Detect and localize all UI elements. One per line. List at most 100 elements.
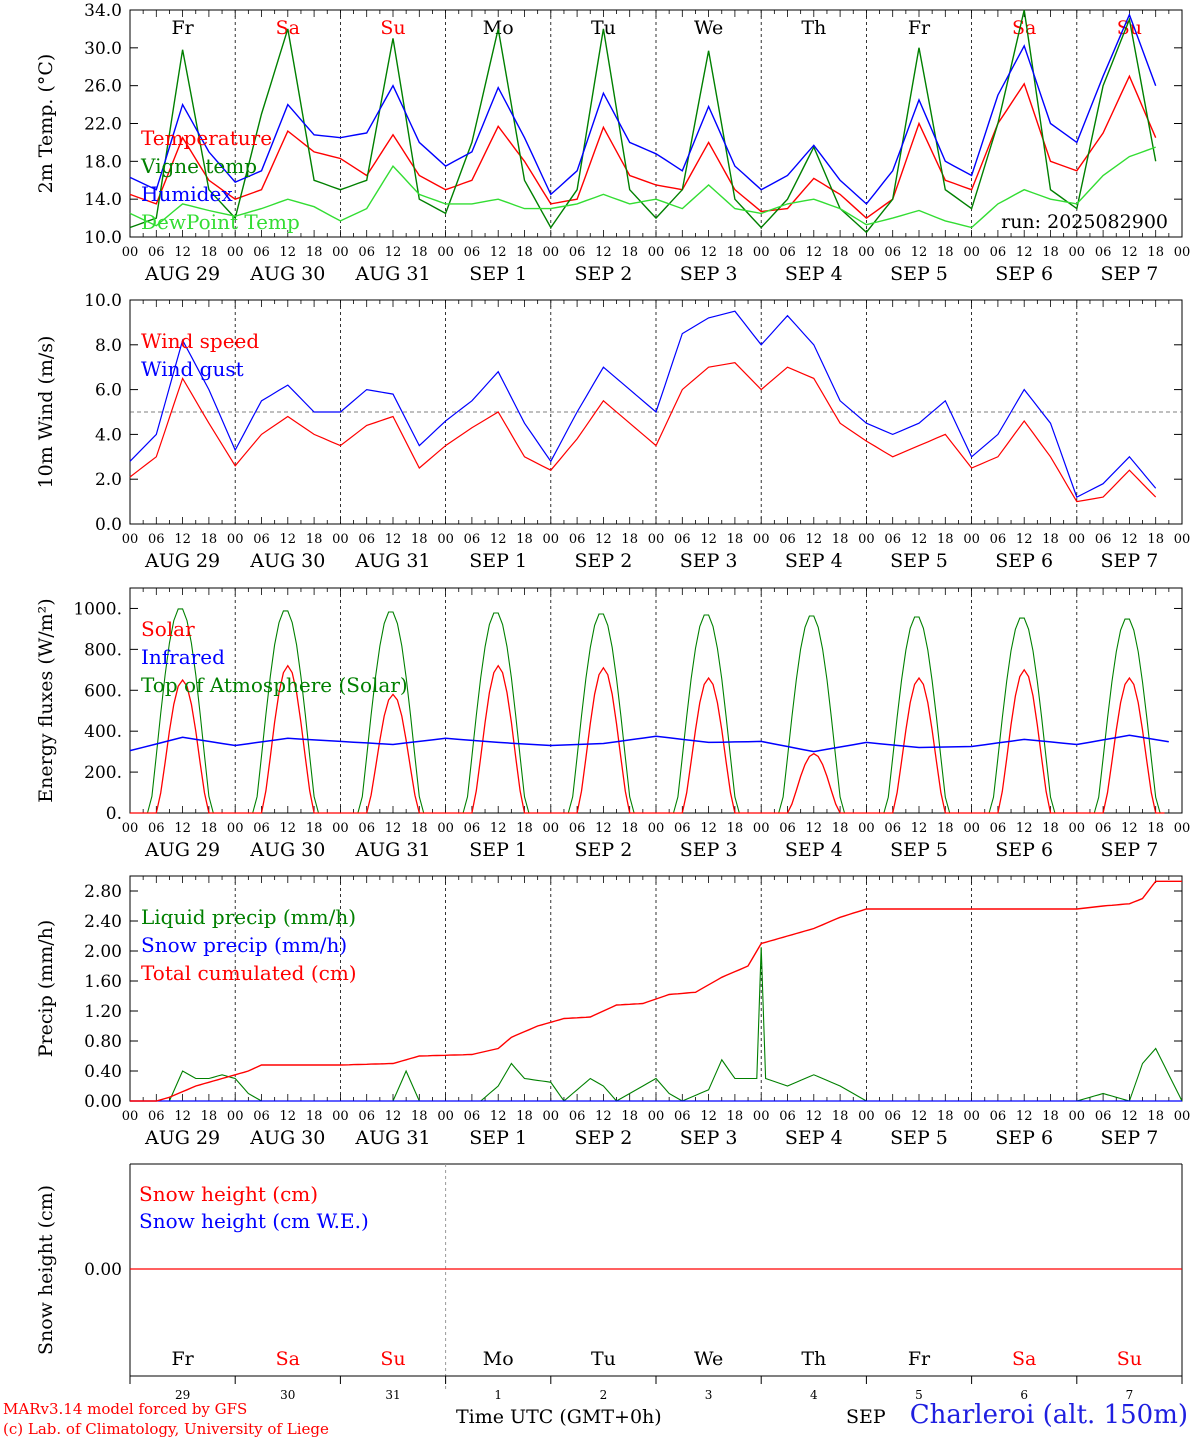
hour-tick-label: 18 <box>201 1109 218 1124</box>
day-number-label: 30 <box>280 1388 295 1402</box>
hour-tick-label: 12 <box>911 1109 928 1124</box>
y-tick-label: 2.0 <box>95 470 122 490</box>
hour-tick-label: 12 <box>1121 245 1138 260</box>
hour-tick-label: 06 <box>674 245 691 260</box>
y-tick-label: 600. <box>84 681 122 701</box>
day-number-label: 1 <box>494 1388 502 1402</box>
hour-tick-label: 18 <box>727 1109 744 1124</box>
hour-tick-label: 18 <box>306 821 323 836</box>
wind-axis-label: 10m Wind (m/s) <box>35 336 57 489</box>
day-label: AUG 29 <box>144 1127 220 1149</box>
legend-entry: Liquid precip (mm/h) <box>141 905 356 929</box>
weekday-label: Mo <box>483 1348 514 1370</box>
legend-entry: Top of Atmosphere (Solar) <box>141 673 408 697</box>
hour-tick-label: 06 <box>674 1109 691 1124</box>
series-toa-solar <box>130 608 1165 814</box>
y-tick-label: 30.0 <box>84 39 122 59</box>
hour-tick-label: 18 <box>621 245 638 260</box>
hour-tick-label: 00 <box>648 1109 665 1124</box>
hour-tick-label: 18 <box>727 245 744 260</box>
day-label: AUG 30 <box>249 1127 325 1149</box>
y-tick-label: 14.0 <box>84 190 122 210</box>
day-label: AUG 30 <box>249 550 325 572</box>
temp-axis-label: 2m Temp. (°C) <box>35 54 57 194</box>
day-number-label: 29 <box>175 1388 190 1402</box>
hour-tick-label: 00 <box>543 532 560 547</box>
hour-tick-label: 12 <box>385 532 402 547</box>
series-dewpoint-temp <box>129 146 1156 229</box>
hour-tick-label: 06 <box>253 821 270 836</box>
hour-tick-label: 00 <box>332 532 349 547</box>
day-label: SEP 1 <box>469 839 527 861</box>
day-label: SEP 1 <box>469 263 527 285</box>
day-label: AUG 31 <box>354 1127 430 1149</box>
day-label: SEP 6 <box>995 550 1053 572</box>
hour-tick-label: 00 <box>1174 532 1191 547</box>
series-infrared <box>129 734 1169 753</box>
hour-tick-label: 12 <box>1016 1109 1033 1124</box>
day-number-label: 6 <box>1020 1388 1028 1402</box>
hour-tick-label: 00 <box>1069 1109 1086 1124</box>
energy-axis-label: Energy fluxes (W/m²) <box>35 598 57 802</box>
day-label: AUG 31 <box>354 263 430 285</box>
hour-tick-label: 18 <box>516 532 533 547</box>
hour-tick-label: 06 <box>990 1109 1007 1124</box>
hour-tick-label: 06 <box>674 821 691 836</box>
hour-tick-label: 18 <box>621 1109 638 1124</box>
hour-tick-label: 06 <box>148 532 165 547</box>
hour-tick-label: 12 <box>700 821 717 836</box>
hour-tick-label: 12 <box>1016 245 1033 260</box>
hour-tick-label: 06 <box>1095 1109 1112 1124</box>
hour-tick-label: 18 <box>621 821 638 836</box>
legend-entry: Snow height (cm) <box>139 1182 318 1206</box>
hour-tick-label: 00 <box>437 532 454 547</box>
hour-tick-label: 06 <box>464 821 481 836</box>
hour-tick-label: 06 <box>884 245 901 260</box>
hour-tick-label: 06 <box>148 245 165 260</box>
legend-entry: Snow precip (mm/h) <box>141 933 347 957</box>
series-solar <box>130 664 1165 814</box>
day-label: AUG 29 <box>144 839 220 861</box>
y-tick-label: 10.0 <box>84 228 122 248</box>
day-label: AUG 29 <box>144 263 220 285</box>
hour-tick-label: 18 <box>306 1109 323 1124</box>
y-tick-label: 22.0 <box>84 115 122 135</box>
hour-tick-label: 12 <box>595 532 612 547</box>
hour-tick-label: 12 <box>1121 1109 1138 1124</box>
day-label: SEP 2 <box>574 550 632 572</box>
hour-tick-label: 18 <box>1042 532 1059 547</box>
day-label: SEP 4 <box>785 263 843 285</box>
weekday-label: Sa <box>276 1348 300 1370</box>
hour-tick-label: 18 <box>411 532 428 547</box>
hour-tick-label: 00 <box>227 245 244 260</box>
hour-tick-label: 00 <box>437 821 454 836</box>
hour-tick-label: 00 <box>332 1109 349 1124</box>
panel-frame-3 <box>129 587 1183 814</box>
hour-tick-label: 18 <box>832 1109 849 1124</box>
legend-entry: Solar <box>141 617 195 641</box>
day-label: SEP 1 <box>469 1127 527 1149</box>
hour-tick-label: 06 <box>569 821 586 836</box>
hour-tick-label: 18 <box>516 1109 533 1124</box>
hour-tick-label: 18 <box>727 821 744 836</box>
hour-tick-label: 06 <box>674 532 691 547</box>
day-number-label: 2 <box>600 1388 608 1402</box>
y-tick-label: 34.0 <box>84 1 122 21</box>
hour-tick-label: 18 <box>1042 821 1059 836</box>
weekday-label: Su <box>380 1348 405 1370</box>
y-tick-label: 1.60 <box>84 972 122 992</box>
day-label: SEP 6 <box>995 1127 1053 1149</box>
day-label: SEP 4 <box>785 839 843 861</box>
hour-tick-label: 12 <box>280 821 297 836</box>
lab-credit: (c) Lab. of Climatology, University of L… <box>3 1420 329 1438</box>
day-label: AUG 31 <box>354 550 430 572</box>
hour-tick-label: 18 <box>1042 1109 1059 1124</box>
hour-tick-label: 06 <box>1095 245 1112 260</box>
hour-tick-label: 00 <box>437 245 454 260</box>
hour-tick-label: 18 <box>411 1109 428 1124</box>
day-label: SEP 5 <box>890 839 948 861</box>
y-tick-label: 0.00 <box>84 1260 122 1280</box>
weekday-label: Sa <box>1012 1348 1036 1370</box>
day-label: SEP 7 <box>1100 550 1158 572</box>
